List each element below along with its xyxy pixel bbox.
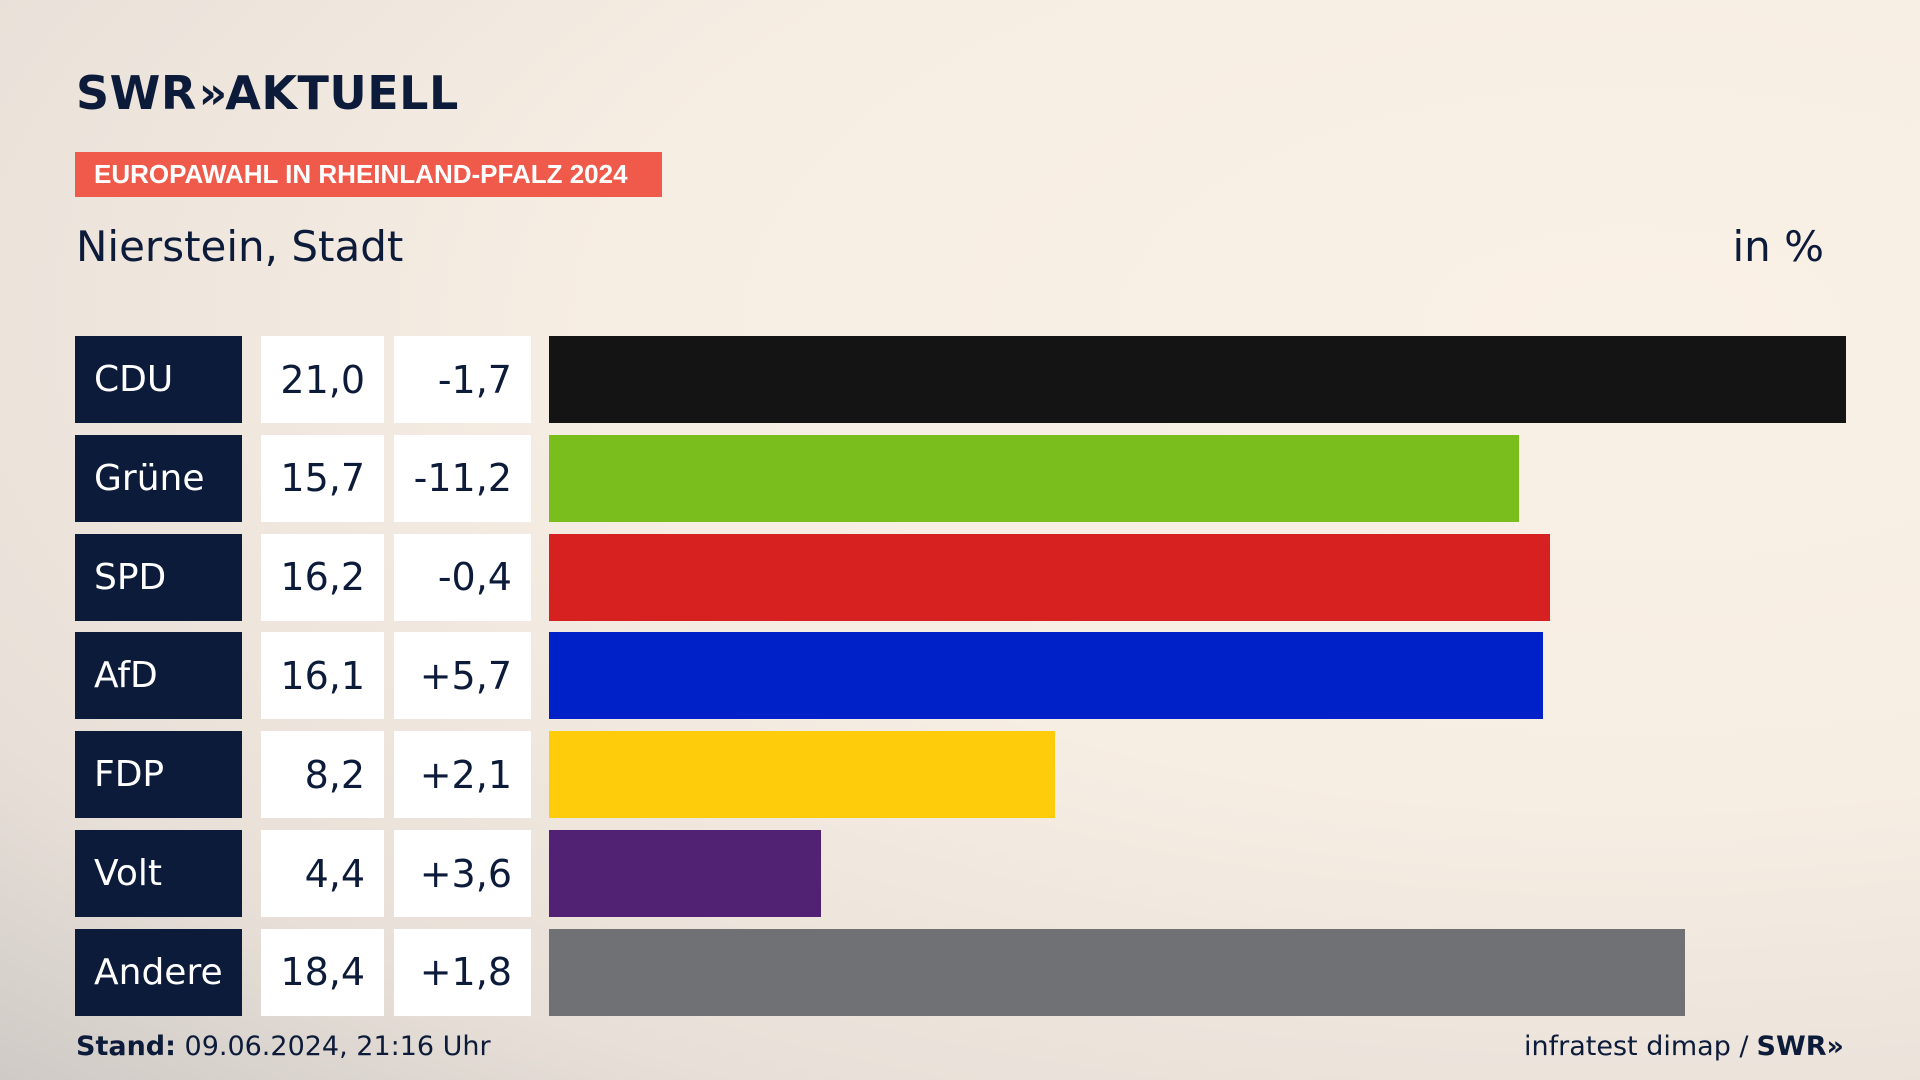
diff-label: +3,6 (394, 830, 531, 917)
election-badge: EUROPAWAHL IN RHEINLAND-PFALZ 2024 (75, 152, 662, 197)
value-label: 18,4 (261, 928, 384, 1016)
chevron-right-icon: » (198, 67, 228, 119)
value-label: 15,7 (261, 434, 384, 522)
bar-volt (549, 830, 821, 917)
party-label: CDU (75, 336, 242, 423)
table-row: FDP 8,2 +2,1 (75, 731, 1846, 819)
bar-cdu (549, 336, 1846, 423)
diff-label: -11,2 (394, 434, 531, 522)
stand-value: 09.06.2024, 21:16 Uhr (184, 1031, 491, 1062)
swr-aktuell-logo: SWR » AKTUELL (76, 66, 459, 120)
diff-label: -1,7 (394, 336, 531, 423)
unit-label: in % (1732, 222, 1824, 271)
bar-afd (549, 632, 1544, 720)
value-label: 21,0 (261, 336, 384, 423)
bar-fdp (549, 731, 1056, 819)
value-label: 4,4 (261, 830, 384, 917)
party-label: FDP (75, 731, 242, 819)
value-label: 16,1 (261, 632, 384, 720)
value-label: 8,2 (261, 731, 384, 819)
diff-label: +5,7 (394, 632, 531, 720)
bar-grüne (549, 434, 1519, 522)
party-label: Grüne (75, 434, 242, 522)
stand-label: Stand: (76, 1031, 176, 1062)
logo-aktuell: AKTUELL (225, 66, 459, 120)
source-credit: infratest dimap / SWR» (1524, 1031, 1844, 1062)
table-row: CDU 21,0 -1,7 (75, 336, 1846, 423)
table-row: Volt 4,4 +3,6 (75, 830, 1846, 917)
value-label: 16,2 (261, 533, 384, 621)
bar-spd (549, 533, 1550, 621)
table-row: Andere 18,4 +1,8 (75, 928, 1846, 1016)
party-label: SPD (75, 533, 242, 621)
swr-mini-logo: SWR» (1756, 1031, 1844, 1062)
bar-andere (549, 928, 1686, 1016)
timestamp: Stand: 09.06.2024, 21:16 Uhr (76, 1031, 491, 1062)
party-label: AfD (75, 632, 242, 720)
table-row: AfD 16,1 +5,7 (75, 632, 1846, 720)
diff-label: -0,4 (394, 533, 531, 621)
source-text: infratest dimap / (1524, 1031, 1749, 1062)
logo-swr: SWR (76, 66, 197, 120)
table-row: Grüne 15,7 -11,2 (75, 434, 1846, 522)
region-title: Nierstein, Stadt (76, 222, 404, 271)
party-label: Andere (75, 928, 242, 1016)
diff-label: +1,8 (394, 928, 531, 1016)
diff-label: +2,1 (394, 731, 531, 819)
party-label: Volt (75, 830, 242, 917)
table-row: SPD 16,2 -0,4 (75, 533, 1846, 621)
